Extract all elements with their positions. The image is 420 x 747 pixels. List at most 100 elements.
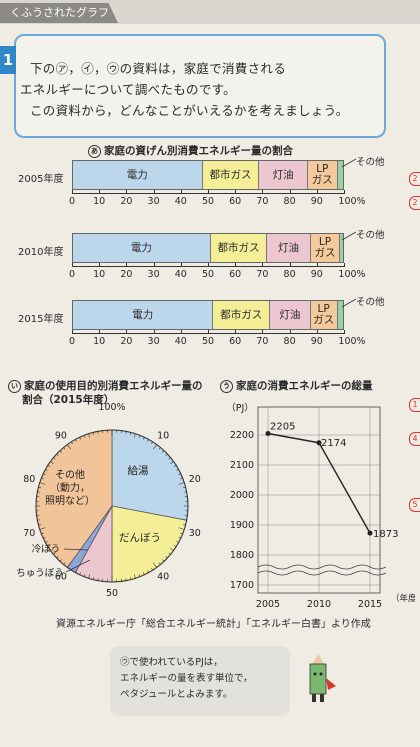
sonota-label: その他	[356, 230, 385, 241]
bar-tick-mark	[316, 330, 318, 334]
bar-segment	[340, 234, 343, 262]
bar-tick-mark	[153, 330, 155, 334]
data-point	[265, 431, 271, 436]
line-y-tick: 1800	[230, 550, 254, 561]
bar-tick-label: 80	[283, 196, 296, 207]
bar-tick-mark	[262, 263, 264, 267]
pie-tick	[170, 461, 174, 464]
bar-tick-mark	[344, 330, 345, 334]
bar-tick-label: 0	[68, 196, 76, 207]
line-y-tick: 2200	[230, 430, 254, 441]
bar-tick-label: 0	[68, 336, 76, 347]
bar-tick-label: 90	[310, 336, 323, 347]
bar-tick-label: 90	[310, 269, 323, 280]
pie-tick	[83, 574, 86, 577]
bar-tick-mark	[180, 190, 182, 194]
data-point	[316, 440, 322, 446]
bar-tick-mark	[126, 263, 128, 267]
bar-tick-label: 50	[201, 269, 215, 280]
line-y-tick: 2100	[230, 460, 254, 471]
stacked-bar: 電力 都市ガス 灯油 LP ガス	[72, 300, 344, 330]
pie-tick	[151, 441, 153, 445]
line-y-tick: 1900	[230, 520, 254, 531]
pie-tick	[180, 532, 183, 535]
bar-tick-mark	[262, 190, 264, 194]
sonota-label: その他	[356, 297, 385, 308]
bar-segment: 灯油	[270, 301, 311, 329]
bar-year-label: 2010年度	[18, 247, 64, 258]
pie-tick	[178, 482, 185, 485]
side-page-mark: 2	[409, 172, 420, 186]
pie-tick	[151, 567, 153, 571]
question-line-3: この資料から，どんなことがいえるかを考えましょう。	[30, 103, 349, 118]
pie-tick-label: 20	[189, 474, 201, 485]
pie-leader-line	[65, 559, 91, 573]
bar-tick-mark	[208, 263, 209, 267]
chart-a-mark: あ	[88, 144, 101, 158]
pie-tick-label: 60	[55, 571, 67, 582]
note-line-2: エネルギーの量を表す単位で，	[120, 673, 253, 684]
bar-tick-label: 40	[174, 269, 187, 280]
pie-tick	[152, 562, 157, 568]
bar-tick-label: 10	[93, 336, 106, 347]
pie-slice-label: 給湯	[128, 464, 149, 477]
pie-tick	[158, 562, 161, 565]
note-line-3: ペタジュールとよみます。	[120, 689, 233, 700]
bar-tick-mark	[153, 190, 155, 194]
bar-tick-mark	[153, 263, 155, 267]
bar-tick-label: 100%	[338, 336, 366, 347]
question-box	[14, 34, 386, 138]
side-page-mark: 1	[409, 398, 420, 412]
bar-tick-label: 30	[147, 269, 160, 280]
bar-tick-label: 70	[256, 196, 269, 207]
chart-c-mark: う	[220, 379, 233, 393]
pie-tick	[47, 545, 51, 547]
question-line-1: 下の㋐，㋑，㋒の資料は，家庭で消費される	[30, 61, 287, 76]
bar-tick-mark	[180, 330, 182, 334]
bar-tick-mark	[316, 263, 318, 267]
pie-tick	[56, 556, 59, 559]
bar-tick-label: 60	[229, 269, 242, 280]
question-number: 1	[0, 46, 16, 74]
bar-tick-mark	[99, 263, 101, 267]
pie-tick	[168, 457, 171, 460]
bar-tick-label: 70	[256, 336, 269, 347]
pie-tick-label: 40	[157, 571, 169, 582]
bar-tick-mark	[72, 263, 73, 267]
pie-tick	[39, 482, 46, 485]
pie-tick	[47, 465, 51, 467]
bar-tick-mark	[99, 330, 101, 334]
pie-tick	[88, 433, 91, 438]
pie-tick	[158, 447, 161, 450]
bar-segment: LP ガス	[310, 234, 341, 262]
pie-tick	[53, 457, 56, 460]
bar-tick-label: 10	[93, 269, 106, 280]
bar-segment: 電力	[73, 234, 211, 262]
bar-tick-label: 80	[283, 336, 296, 347]
pie-slice-label: 照明など）	[45, 495, 95, 507]
pie-slice-label: その他	[55, 468, 85, 481]
pie-top-label: 100%	[98, 402, 125, 413]
pie-tick	[41, 477, 44, 480]
question-line-2: エネルギーについて調べたものです。	[20, 82, 236, 97]
bar-tick-mark	[208, 330, 209, 334]
pie-tick-label: 70	[23, 528, 35, 539]
bar-tick-mark	[208, 190, 209, 194]
sonota-pointer	[341, 231, 357, 241]
bar-tick-label: 60	[229, 196, 242, 207]
pencil-mascot-icon	[309, 654, 336, 702]
bar-year-label: 2015年度	[18, 314, 64, 325]
bar-tick-mark	[235, 330, 237, 334]
pie-tick	[173, 545, 177, 547]
bar-tick-label: 50	[201, 336, 215, 347]
pie-tick	[88, 574, 91, 579]
pie-tick	[168, 552, 171, 555]
bar-tick-label: 90	[310, 196, 323, 207]
line-chart: （PJ）220021002000190018001700160022052174…	[226, 402, 415, 610]
pie-tick-label: 50	[106, 588, 118, 599]
pie-tick	[63, 447, 66, 450]
pie-tick	[178, 473, 181, 475]
data-label: 2205	[270, 422, 295, 433]
bar-tick-label: 20	[120, 196, 133, 207]
